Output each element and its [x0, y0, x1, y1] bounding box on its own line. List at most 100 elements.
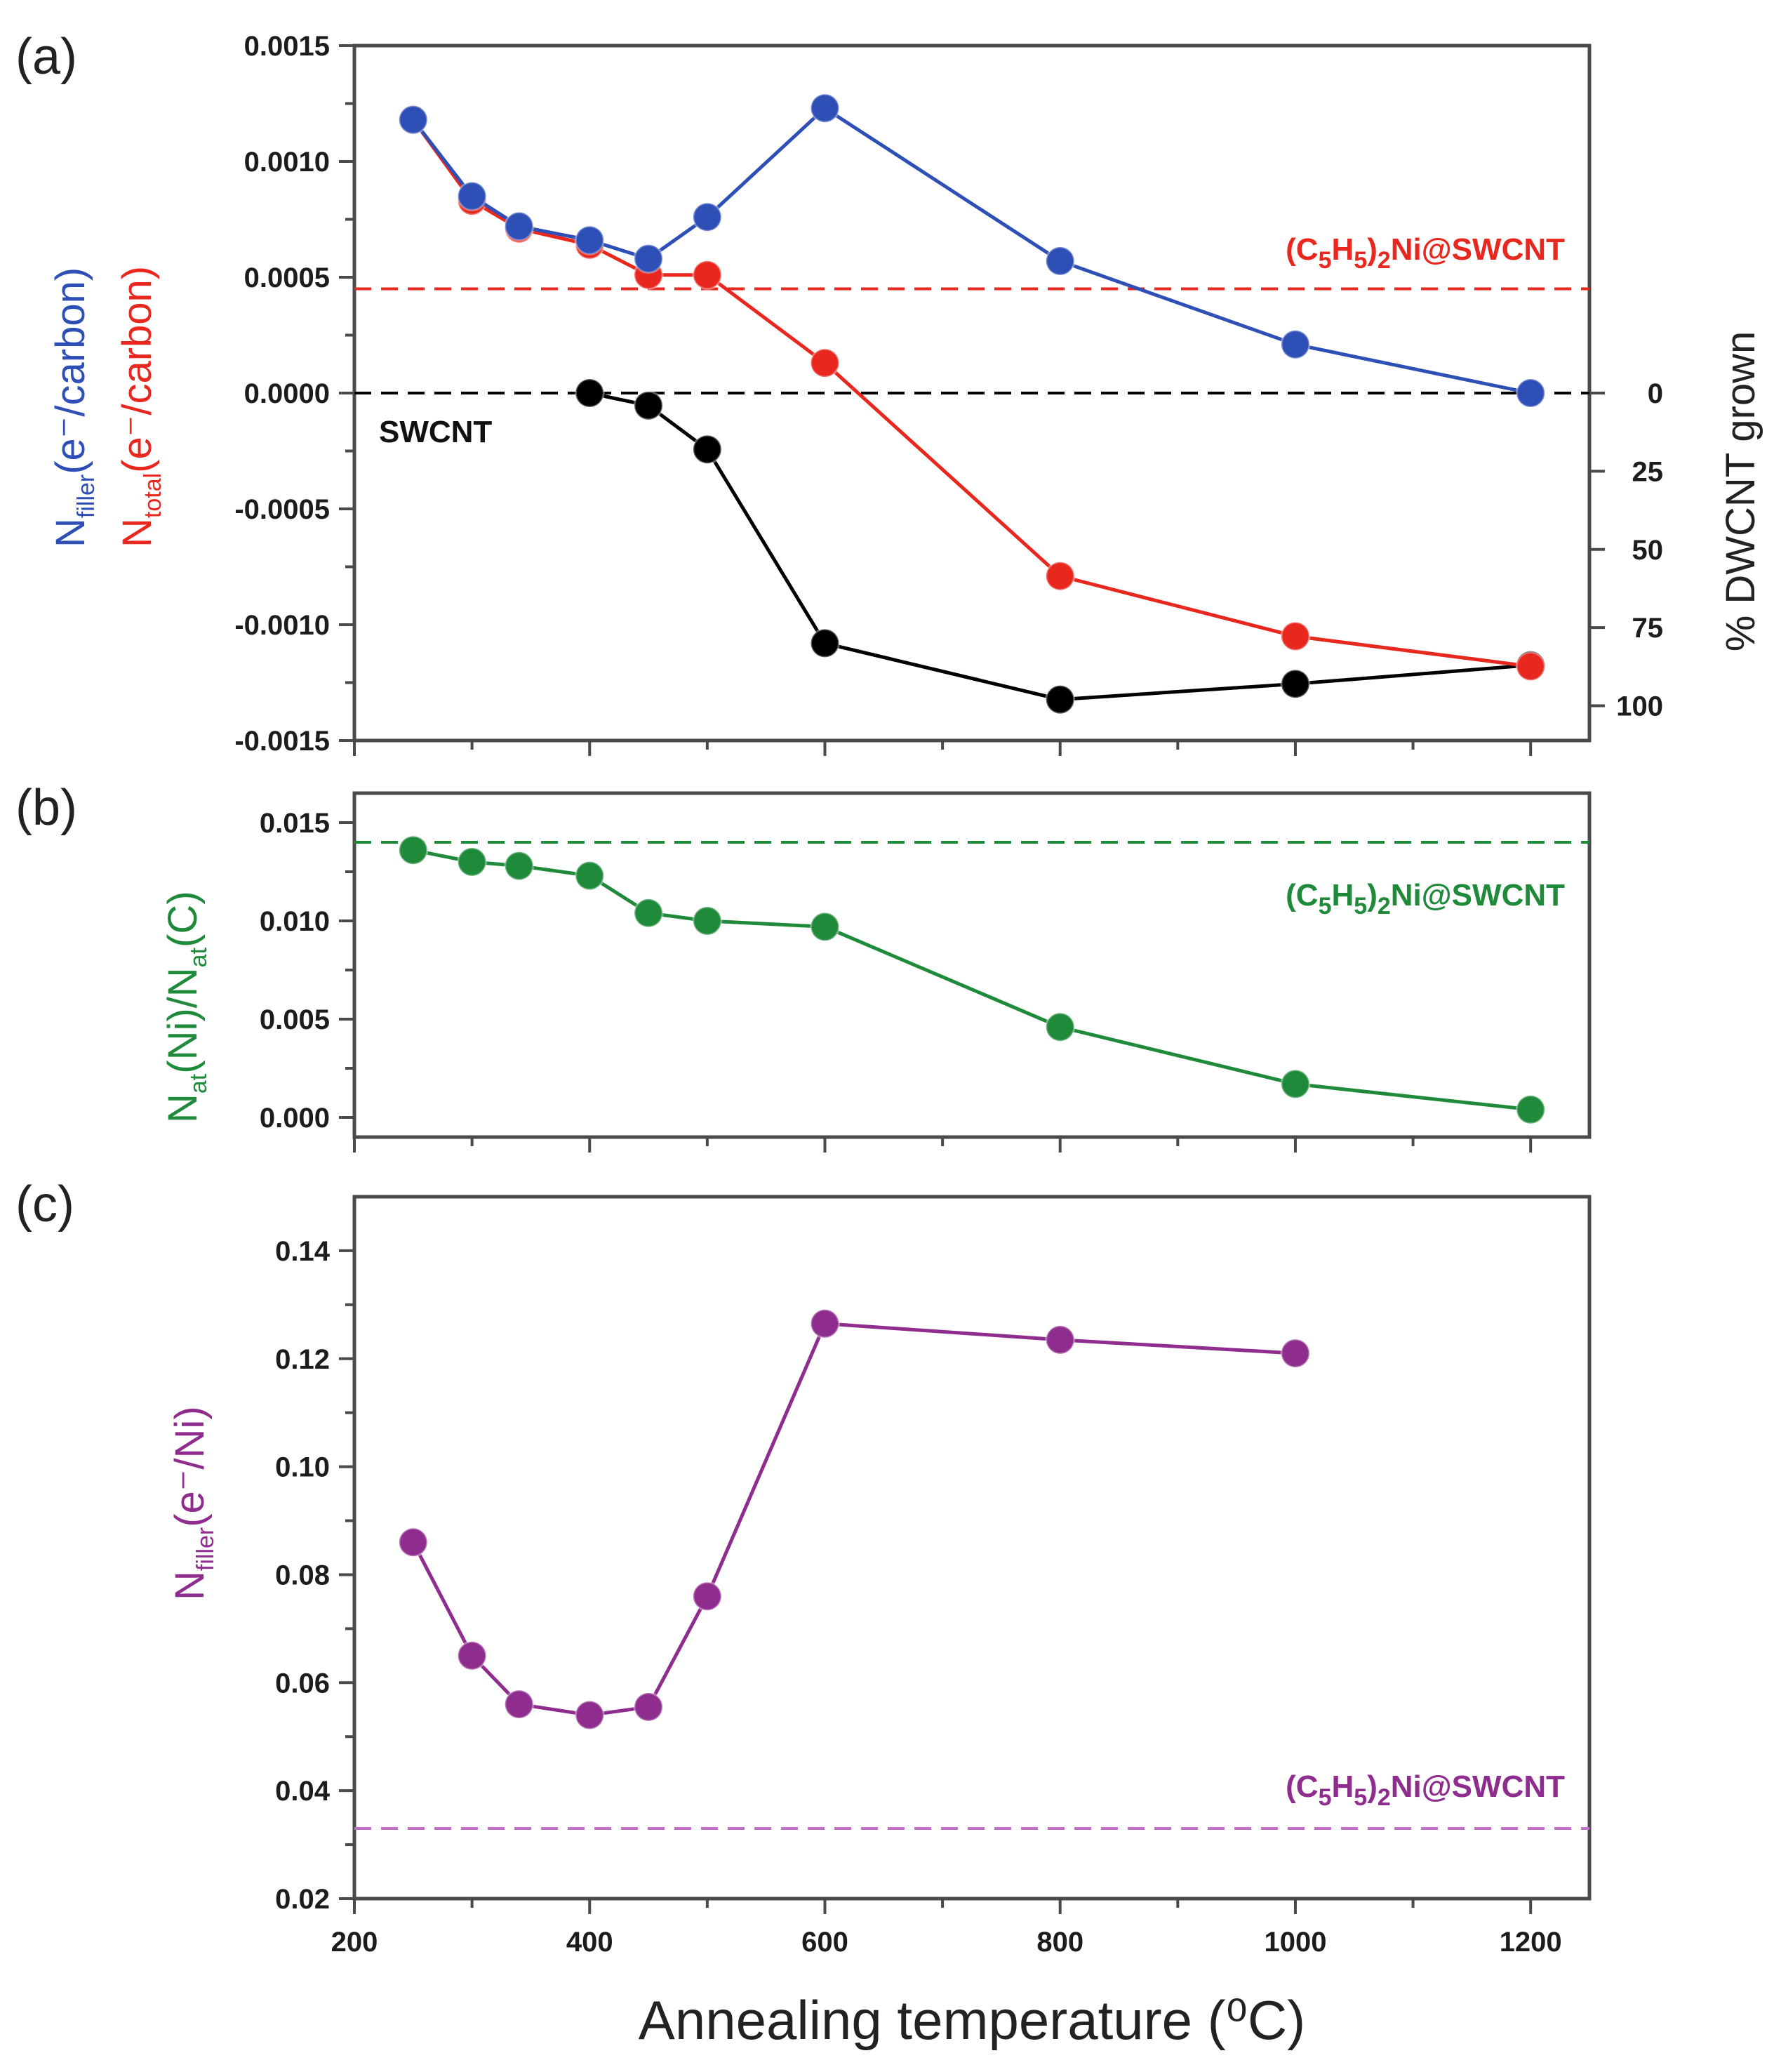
series-line [411, 119, 1531, 668]
panel-b-reference-label-ni: (C5H5)2Ni@SWCNT [1286, 878, 1565, 919]
ytitle-rest: (e⁻/carbon) [114, 266, 160, 473]
ref-label-mid: H [1332, 878, 1354, 912]
right-tick-label: 0 [1648, 378, 1663, 409]
data-point [398, 835, 429, 865]
data-point [633, 390, 664, 421]
data-point [504, 851, 535, 882]
series-ni-ratio [398, 835, 1546, 1125]
data-point [1045, 684, 1076, 715]
right-tick-label: 75 [1632, 613, 1664, 644]
data-point [692, 1581, 723, 1612]
y-tick-label: 0.005 [260, 1004, 330, 1035]
data-point [1280, 329, 1311, 360]
x-tick-label: 400 [566, 1927, 613, 1958]
panel-b-y-title: Nat(Ni)/Nat(C) [160, 891, 212, 1123]
y-tick-label: 0.010 [260, 906, 330, 937]
y-tick-label: -0.0010 [234, 610, 330, 641]
x-tick-label: 200 [331, 1927, 378, 1958]
y-tick-label: 0.0000 [244, 378, 330, 409]
ytitle-rest: (e⁻/Ni) [167, 1406, 213, 1527]
panel-c-y-ticks: 0.14 0.12 0.10 0.08 0.06 0.04 0.02 [275, 1236, 354, 1915]
ytitle-main: N [167, 1571, 213, 1600]
panel-c-y-title: Nfiller(e⁻/Ni) [167, 1406, 219, 1600]
ref-label-suffix: Ni@SWCNT [1391, 878, 1565, 912]
panel-a-x-ticks [353, 741, 1533, 756]
right-tick-label: 100 [1616, 691, 1663, 722]
data-point [1045, 1324, 1076, 1355]
ytitle-rest: (e⁻/carbon) [48, 267, 93, 474]
series-line [413, 848, 1531, 1112]
data-point [504, 211, 535, 241]
ref-label-mid: H [1332, 1769, 1354, 1804]
x-tick-label: 1200 [1500, 1927, 1562, 1958]
x-tick-label: 800 [1036, 1927, 1083, 1958]
series-filler [398, 93, 1546, 409]
ref-label-suffix: Ni@SWCNT [1391, 1769, 1565, 1804]
ytitle-sub: filler [192, 1527, 219, 1571]
series-filler-per-ni [398, 1308, 1311, 1730]
data-point [1515, 1094, 1546, 1125]
series-line [411, 1322, 1296, 1717]
data-point [574, 861, 605, 891]
ytitle-sub-2: at [185, 947, 212, 967]
data-point [574, 378, 605, 409]
data-point [504, 1689, 535, 1720]
y-tick-label: 0.0015 [244, 31, 330, 62]
data-point [692, 260, 723, 291]
data-point [574, 1699, 605, 1730]
ref-label-sub1: 5 [1319, 893, 1332, 919]
data-point [398, 105, 429, 135]
panel-b-label: (b) [15, 780, 77, 836]
ref-label-close: ) [1367, 1769, 1378, 1804]
panel-b-frame [352, 791, 1592, 1139]
panel-c-series [398, 1308, 1311, 1730]
ref-label-sub1: 5 [1319, 247, 1332, 274]
ytitle-main: N [114, 518, 160, 547]
y-tick-label: 0.0010 [244, 147, 330, 178]
series-dwcnt [574, 378, 1546, 715]
ref-label-sub3: 2 [1378, 893, 1391, 919]
ref-label-mid: H [1332, 232, 1354, 267]
data-point [809, 93, 840, 124]
panel-b-y-ticks: 0.015 0.010 0.005 0.000 [260, 808, 354, 1134]
x-tick-label: 600 [801, 1927, 848, 1958]
data-point [633, 898, 664, 929]
panel-c-x-ticks: 200 400 600 800 1000 1200 [331, 1899, 1562, 1958]
ref-label-suffix: Ni@SWCNT [1391, 232, 1565, 267]
ytitle-sub: total [140, 473, 166, 518]
ytitle-rest-2: (C) [160, 891, 206, 948]
panel-c: (c) 0.14 0.12 0.10 0.08 0.06 0.04 0.02 200 400 6… [15, 1176, 1592, 2051]
data-point [1280, 621, 1311, 651]
ref-label-close: ) [1367, 232, 1378, 267]
data-point [1280, 1338, 1311, 1369]
data-point [1280, 668, 1311, 699]
panel-c-reference-label-ni: (C5H5)2Ni@SWCNT [1286, 1769, 1565, 1811]
y-tick-label: -0.0005 [234, 494, 330, 525]
data-point [457, 1640, 488, 1671]
x-axis-title: Annealing temperature (⁰C) [639, 1989, 1305, 2051]
ref-label-prefix: (C [1286, 878, 1318, 912]
data-point [1045, 246, 1076, 277]
data-point [1515, 378, 1546, 409]
panel-a-series [398, 93, 1546, 715]
panel-a-reference-label-swcnt: SWCNT [379, 415, 492, 449]
ref-label-sub1: 5 [1319, 1784, 1332, 1811]
data-point [1280, 1068, 1311, 1099]
y-tick-label: 0.000 [260, 1103, 330, 1134]
ytitle-main: N [48, 518, 93, 547]
y-tick-label: 0.0005 [244, 263, 330, 293]
ref-label-close: ) [1367, 878, 1378, 912]
data-point [1515, 651, 1546, 682]
ref-label-sub3: 2 [1378, 247, 1391, 274]
panel-c-label: (c) [15, 1176, 74, 1233]
y-tick-label: 0.015 [260, 808, 330, 839]
x-tick-label: 1000 [1264, 1927, 1326, 1958]
y-tick-label: 0.10 [275, 1452, 330, 1483]
data-point [692, 434, 723, 465]
y-tick-label: 0.14 [275, 1236, 331, 1267]
y-tick-label: 0.06 [275, 1668, 330, 1699]
data-point [398, 1527, 429, 1558]
ref-label-sub2: 5 [1354, 1784, 1367, 1811]
data-point [633, 1692, 664, 1722]
data-point [809, 911, 840, 942]
